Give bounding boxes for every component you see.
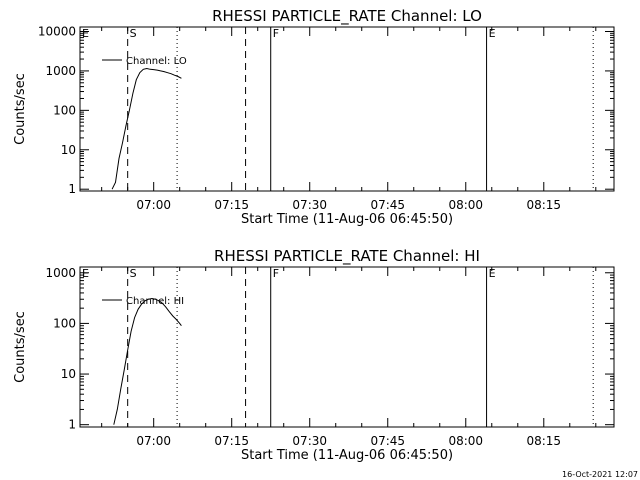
chart1-x-axis-label: Start Time (11-Aug-06 06:45:50) [241, 448, 453, 463]
chart1-y-tick-label: 1000 [45, 266, 76, 280]
chart1-y-tick-label: 1 [68, 418, 76, 432]
chart0-y-axis-label: Counts/sec [13, 73, 28, 145]
chart0-frame [79, 26, 615, 192]
chart1-x-tick-label: 08:00 [448, 434, 483, 448]
chart0-series-line [111, 67, 182, 190]
chart1-y-tick-label: 100 [53, 316, 76, 330]
chart1-x-tick-label: 08:15 [526, 434, 561, 448]
chart0-x-tick-label: 07:45 [370, 198, 405, 212]
chart0-y-tick-label: 100 [53, 103, 76, 117]
chart1-x-tick-label: 07:15 [214, 434, 249, 448]
chart0-x-tick-label: 07:15 [214, 198, 249, 212]
chart0-event-marker-label: S [130, 27, 137, 40]
chart0-panel: RHESSI PARTICLE_RATE Channel: LO Start Ti… [13, 7, 615, 227]
chart1-x-tick-label: 07:30 [292, 434, 327, 448]
chart0-title: RHESSI PARTICLE_RATE Channel: LO [212, 7, 482, 26]
chart0-event-marker-label: F [273, 27, 279, 40]
chart0-y-tick-label: 10000 [38, 24, 76, 38]
chart1-y-tick-label: 10 [61, 367, 76, 381]
chart1-series-line [113, 297, 182, 425]
chart0-y-tick-label: 1 [68, 182, 76, 196]
chart1-panel: RHESSI PARTICLE_RATE Channel: HI Start Ti… [13, 247, 615, 463]
chart0-y-tick-label: 10 [61, 143, 76, 157]
chart1-x-tick-label: 07:45 [370, 434, 405, 448]
chart1-event-marker-label: E [489, 267, 496, 280]
chart1-frame [79, 266, 615, 428]
chart0-x-tick-label: 07:00 [136, 198, 171, 212]
chart1-title: RHESSI PARTICLE_RATE Channel: HI [214, 247, 480, 266]
chart0-legend-label: Channel: LO [126, 56, 187, 67]
chart1-event-marker-label: S [130, 267, 137, 280]
chart1-event-marker-label: F [273, 267, 279, 280]
chart0-x-tick-label: 07:30 [292, 198, 327, 212]
chart1-event-marker-label: E [82, 267, 89, 280]
chart0-y-tick-label: 1000 [45, 64, 76, 78]
chart0-event-marker-label: E [82, 27, 89, 40]
chart1-y-axis-label: Counts/sec [13, 311, 28, 383]
chart0-x-axis-label: Start Time (11-Aug-06 06:45:50) [241, 212, 453, 227]
footer-timestamp: 16-Oct-2021 12:07 [562, 470, 638, 479]
chart0-event-marker-label: E [489, 27, 496, 40]
chart1-legend-label: Channel: HI [126, 296, 184, 307]
chart0-x-tick-label: 08:15 [526, 198, 561, 212]
chart0-x-tick-label: 08:00 [448, 198, 483, 212]
chart1-x-tick-label: 07:00 [136, 434, 171, 448]
